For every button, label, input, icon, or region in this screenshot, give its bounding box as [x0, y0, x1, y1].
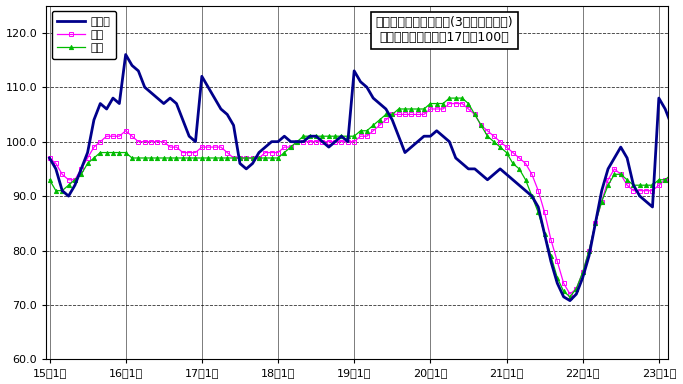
中国 [566, 292, 574, 296]
中国 [45, 156, 53, 160]
鳥取県 [528, 194, 536, 199]
中国 [496, 139, 504, 144]
Legend: 鳥取県, 中国, 全国: 鳥取県, 中国, 全国 [52, 11, 116, 59]
全国 [337, 134, 346, 139]
Line: 中国: 中国 [48, 102, 683, 296]
鳥取県 [122, 52, 130, 57]
中国 [426, 107, 434, 111]
全国 [528, 194, 536, 199]
中国 [445, 101, 454, 106]
全国 [445, 96, 454, 100]
鳥取県 [566, 298, 574, 303]
Line: 全国: 全国 [47, 96, 683, 299]
全国 [566, 295, 574, 299]
中国 [680, 167, 683, 171]
全国 [496, 145, 504, 149]
Line: 鳥取県: 鳥取県 [49, 55, 683, 301]
Text: 鉱工業生産指数の推移(3ヶ月移動平均)
（季節調整済、平成17年＝100）: 鉱工業生産指数の推移(3ヶ月移動平均) （季節調整済、平成17年＝100） [376, 16, 513, 44]
中国 [204, 145, 212, 149]
全国 [680, 167, 683, 171]
中国 [337, 139, 346, 144]
全国 [426, 101, 434, 106]
全国 [45, 177, 53, 182]
鳥取県 [432, 129, 441, 133]
全国 [90, 156, 98, 160]
鳥取県 [496, 167, 504, 171]
中国 [528, 172, 536, 177]
鳥取県 [45, 156, 53, 160]
鳥取県 [680, 188, 683, 193]
中国 [90, 145, 98, 149]
全国 [204, 156, 212, 160]
鳥取県 [90, 118, 98, 122]
鳥取県 [344, 139, 352, 144]
鳥取県 [210, 96, 219, 100]
